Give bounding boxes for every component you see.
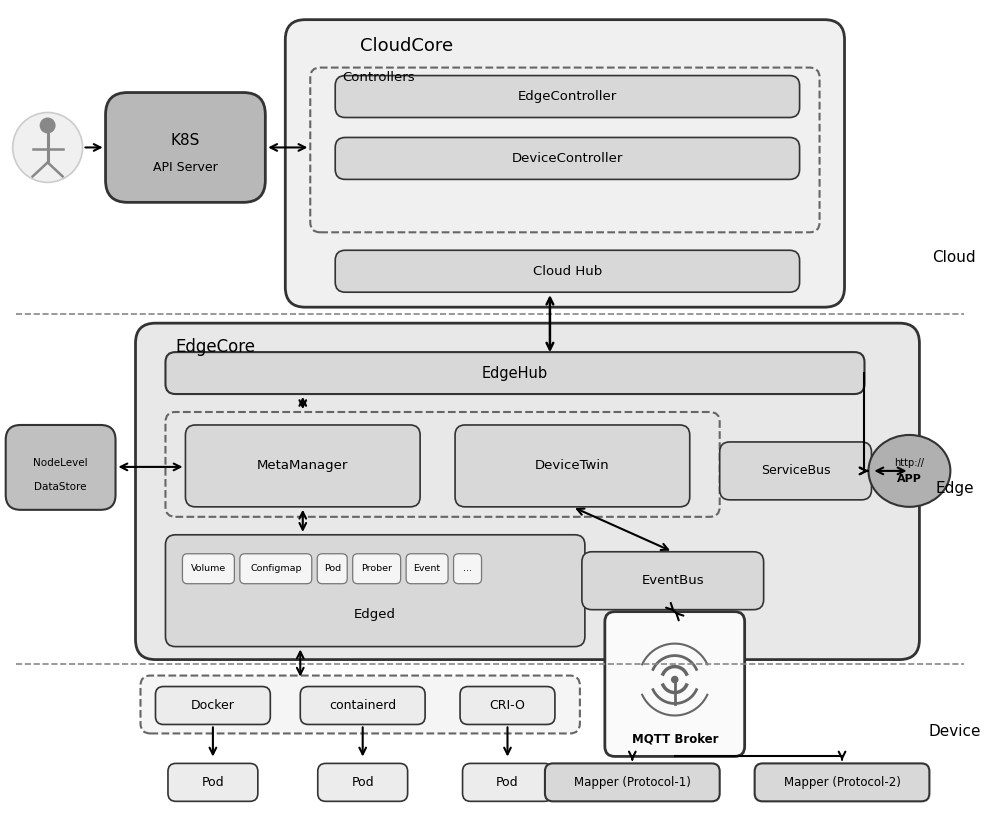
FancyBboxPatch shape: [353, 554, 401, 584]
FancyBboxPatch shape: [168, 764, 258, 801]
FancyBboxPatch shape: [240, 554, 312, 584]
Text: K8S: K8S: [171, 133, 200, 148]
FancyBboxPatch shape: [6, 425, 116, 510]
Text: Device: Device: [928, 724, 981, 739]
FancyBboxPatch shape: [310, 67, 820, 233]
Text: containerd: containerd: [329, 699, 396, 712]
Text: MetaManager: MetaManager: [257, 459, 348, 473]
Text: APP: APP: [897, 474, 922, 484]
FancyBboxPatch shape: [335, 76, 800, 118]
FancyBboxPatch shape: [185, 425, 420, 507]
FancyBboxPatch shape: [460, 686, 555, 724]
FancyBboxPatch shape: [165, 535, 585, 647]
Text: EdgeController: EdgeController: [518, 90, 617, 103]
Text: Pod: Pod: [351, 776, 374, 789]
FancyBboxPatch shape: [165, 352, 864, 394]
Text: CRI-O: CRI-O: [490, 699, 525, 712]
FancyBboxPatch shape: [545, 764, 720, 801]
Circle shape: [40, 118, 56, 133]
FancyBboxPatch shape: [140, 676, 580, 733]
Text: DeviceTwin: DeviceTwin: [535, 459, 610, 473]
FancyBboxPatch shape: [106, 93, 265, 202]
Text: ServiceBus: ServiceBus: [761, 464, 830, 478]
Text: Mapper (Protocol-2): Mapper (Protocol-2): [784, 776, 900, 789]
Text: API Server: API Server: [153, 161, 218, 174]
FancyBboxPatch shape: [335, 250, 800, 292]
FancyBboxPatch shape: [335, 137, 800, 179]
Text: Pod: Pod: [202, 776, 224, 789]
FancyBboxPatch shape: [605, 612, 745, 756]
Text: Pod: Pod: [496, 776, 519, 789]
FancyBboxPatch shape: [406, 554, 448, 584]
Text: EdgeCore: EdgeCore: [175, 338, 255, 356]
FancyBboxPatch shape: [720, 442, 871, 500]
Text: http://: http://: [894, 458, 924, 468]
Text: EventBus: EventBus: [641, 575, 704, 587]
FancyBboxPatch shape: [155, 686, 270, 724]
FancyBboxPatch shape: [463, 764, 552, 801]
Text: Docker: Docker: [191, 699, 235, 712]
FancyBboxPatch shape: [285, 20, 845, 307]
FancyBboxPatch shape: [455, 425, 690, 507]
Text: NodeLevel: NodeLevel: [33, 458, 88, 468]
FancyBboxPatch shape: [136, 323, 919, 659]
Text: Edge: Edge: [935, 482, 974, 496]
Text: MQTT Broker: MQTT Broker: [632, 733, 718, 746]
Text: Mapper (Protocol-1): Mapper (Protocol-1): [574, 776, 691, 789]
Text: ...: ...: [463, 564, 472, 573]
Ellipse shape: [868, 435, 950, 507]
Text: DeviceController: DeviceController: [512, 152, 623, 165]
Circle shape: [13, 113, 83, 182]
FancyBboxPatch shape: [582, 552, 764, 610]
Text: Volume: Volume: [191, 564, 226, 573]
Text: Configmap: Configmap: [250, 564, 302, 573]
Text: Controllers: Controllers: [342, 71, 415, 84]
Text: Cloud: Cloud: [933, 250, 976, 265]
Text: EdgeHub: EdgeHub: [482, 366, 548, 381]
Text: Pod: Pod: [324, 564, 341, 573]
FancyBboxPatch shape: [165, 412, 720, 517]
FancyBboxPatch shape: [300, 686, 425, 724]
FancyBboxPatch shape: [755, 764, 929, 801]
FancyBboxPatch shape: [318, 764, 408, 801]
Text: Prober: Prober: [361, 564, 392, 573]
Text: Edged: Edged: [354, 608, 396, 621]
Text: Cloud Hub: Cloud Hub: [533, 265, 602, 278]
Circle shape: [671, 676, 679, 683]
FancyBboxPatch shape: [182, 554, 234, 584]
FancyBboxPatch shape: [454, 554, 482, 584]
Text: DataStore: DataStore: [34, 482, 87, 492]
Text: CloudCore: CloudCore: [360, 37, 453, 54]
Text: Event: Event: [414, 564, 441, 573]
FancyBboxPatch shape: [317, 554, 347, 584]
